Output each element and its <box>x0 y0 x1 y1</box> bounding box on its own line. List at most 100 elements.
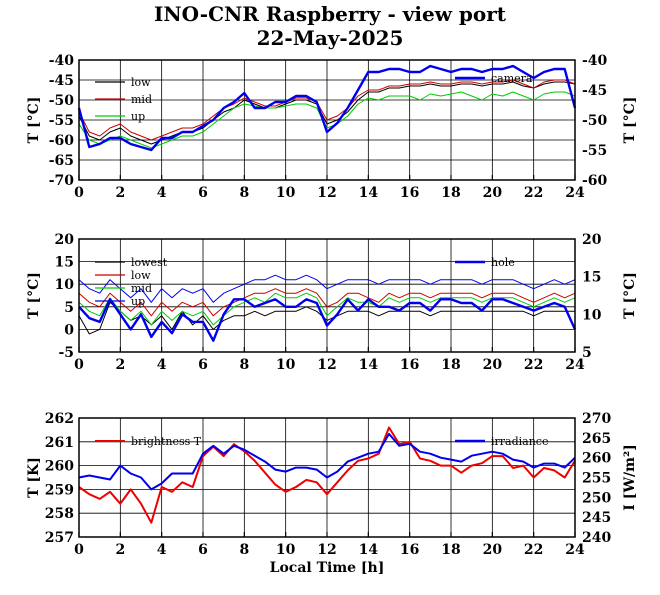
y-tick-label-right: 5 <box>582 345 592 361</box>
x-tick-label: 6 <box>198 357 208 373</box>
y-tick-label-left: 259 <box>45 482 74 498</box>
y-tick-label-left: 258 <box>45 506 74 522</box>
y-tick-label-left: 20 <box>55 232 75 248</box>
legend-label: hole <box>491 256 515 269</box>
x-tick-label: 16 <box>400 542 419 558</box>
y-tick-label-right: 270 <box>582 411 611 427</box>
x-tick-label: 4 <box>157 357 167 373</box>
legend-label: camera <box>491 72 533 85</box>
y-tick-label-right: -55 <box>582 143 607 159</box>
y-axis-label-left: T [K] <box>26 457 42 498</box>
y-tick-label-right: 250 <box>582 490 611 506</box>
x-tick-label: 12 <box>317 357 336 373</box>
y-tick-label-right: -45 <box>582 83 607 99</box>
y-tick-label-right: -40 <box>582 53 608 69</box>
legend-label: brightness T <box>131 435 202 448</box>
figure-title: INO-CNR Raspberry - view port <box>154 2 507 26</box>
y-tick-label-left: -60 <box>49 133 75 149</box>
x-tick-label: 2 <box>115 185 125 201</box>
x-tick-label: 2 <box>115 542 125 558</box>
x-tick-label: 24 <box>565 357 585 373</box>
y-tick-label-left: -55 <box>49 113 74 129</box>
x-tick-label: 24 <box>565 542 585 558</box>
y-tick-label-left: -65 <box>49 153 74 169</box>
y-tick-label-right: 265 <box>582 431 611 447</box>
y-tick-label-right: 245 <box>582 510 611 526</box>
y-tick-label-right: 260 <box>582 451 611 467</box>
x-tick-label: 20 <box>483 357 503 373</box>
panels: 0 2 4 6 8 10 12 14 16 18 20 22 24-70-65-60-55-50-45-… <box>26 53 638 558</box>
x-tick-label: 12 <box>317 185 336 201</box>
y-tick-label-left: 10 <box>55 277 75 293</box>
y-tick-label-left: -70 <box>49 173 75 189</box>
x-tick-label: 6 <box>198 185 208 201</box>
x-tick-label: 0 <box>74 357 84 373</box>
y-tick-label-left: 260 <box>45 459 74 475</box>
figure-subtitle: 22-May-2025 <box>257 26 404 50</box>
y-tick-label-right: -60 <box>582 173 608 189</box>
x-tick-label: 12 <box>317 542 336 558</box>
x-tick-label: 20 <box>483 542 503 558</box>
y-tick-label-left: 257 <box>45 530 74 546</box>
x-tick-label: 18 <box>441 542 460 558</box>
legend-label: low <box>131 76 151 89</box>
y-tick-label-right: 255 <box>582 471 611 487</box>
chart-panel-1: 0 2 4 6 8 10 12 14 16 18 20 22 24-70-65-60-55-50-45-… <box>26 53 638 201</box>
x-tick-label: 20 <box>483 185 503 201</box>
x-tick-label: 16 <box>400 185 419 201</box>
x-tick-label: 4 <box>157 542 167 558</box>
series-line-low <box>78 288 576 317</box>
x-tick-label: 22 <box>524 357 543 373</box>
x-tick-label: 0 <box>74 185 84 201</box>
series-line-hole <box>78 298 577 342</box>
y-tick-label-right: -50 <box>582 113 608 129</box>
series-line-low <box>78 81 576 145</box>
y-axis-label-right: T [°C] <box>622 97 638 144</box>
y-tick-label-left: 5 <box>64 300 74 316</box>
legend-label: low <box>131 269 151 282</box>
series-line-brightness-T <box>78 426 576 524</box>
y-tick-label-left: -45 <box>49 73 74 89</box>
x-tick-label: 0 <box>74 542 84 558</box>
y-tick-label-left: 0 <box>64 322 74 338</box>
series-line-camera <box>77 64 577 152</box>
chart-panel-3: 0 2 4 6 8 10 12 14 16 18 20 22 242572582592602612622… <box>26 411 638 558</box>
y-tick-label-left: -50 <box>49 93 75 109</box>
y-tick-label-left: 15 <box>55 255 74 271</box>
x-tick-label: 24 <box>565 185 585 201</box>
y-tick-label-right: 10 <box>582 307 602 323</box>
x-tick-label: 18 <box>441 357 460 373</box>
y-tick-label-right: 15 <box>582 270 601 286</box>
x-tick-label: 4 <box>157 185 167 201</box>
x-tick-label: 18 <box>441 185 460 201</box>
y-tick-label-right: 240 <box>582 530 611 546</box>
x-tick-label: 14 <box>359 542 379 558</box>
y-tick-label-left: -5 <box>58 345 74 361</box>
y-axis-label-left: T [°C] <box>26 97 42 144</box>
series-line-up <box>78 91 576 149</box>
x-tick-label: 8 <box>239 185 249 201</box>
x-axis-label: Local Time [h] <box>270 560 385 576</box>
series-line-mid <box>78 292 576 326</box>
legend-label: mid <box>131 93 152 106</box>
x-tick-label: 6 <box>198 542 208 558</box>
y-axis-label-right: T [°C] <box>622 272 638 319</box>
series-line-irradiance <box>78 432 576 491</box>
legend-label: irradiance <box>491 435 548 448</box>
legend-label: lowest <box>131 256 168 269</box>
y-axis-label-right: I [W/m²] <box>622 444 638 510</box>
x-tick-label: 16 <box>400 357 419 373</box>
x-tick-label: 10 <box>276 357 296 373</box>
x-tick-label: 22 <box>524 185 543 201</box>
legend-label: up <box>131 295 145 308</box>
series-line-up <box>78 274 576 303</box>
x-tick-label: 8 <box>239 542 249 558</box>
chart-panel-2: 0 2 4 6 8 10 12 14 16 18 20 22 24-5051015205101520T … <box>26 232 638 373</box>
series-line-lowest <box>78 301 575 335</box>
legend-label: up <box>131 110 145 123</box>
x-tick-label: 2 <box>115 357 125 373</box>
y-tick-label-left: 261 <box>45 435 74 451</box>
legend-label: mid <box>131 282 152 295</box>
y-axis-label-left: T [°C] <box>26 272 42 319</box>
